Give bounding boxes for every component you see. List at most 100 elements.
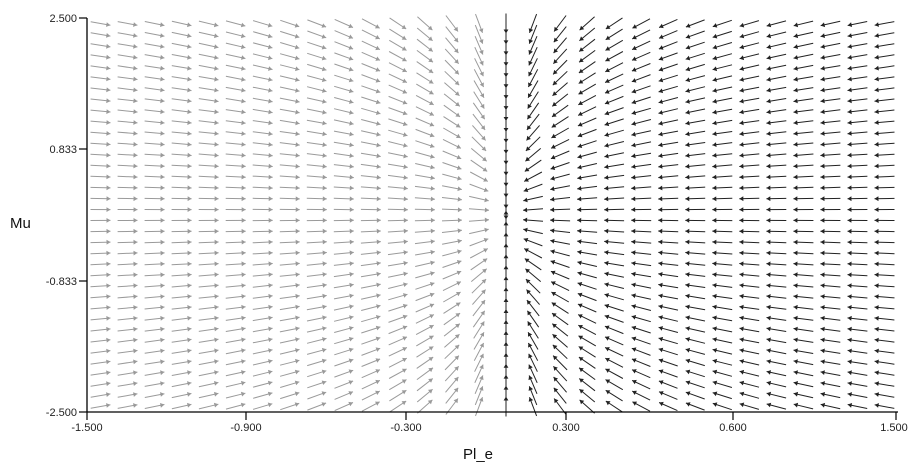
field-arrow	[171, 315, 192, 321]
field-arrow	[658, 239, 679, 245]
field-arrow	[334, 401, 354, 412]
field-arrow	[631, 293, 652, 300]
field-arrow	[874, 43, 895, 49]
field-arrow	[225, 218, 246, 223]
field-arrow	[473, 321, 485, 339]
field-arrow	[443, 312, 461, 326]
vector-field-arrows	[90, 13, 895, 417]
field-arrow	[389, 17, 407, 30]
field-arrow	[117, 228, 138, 234]
field-arrow	[307, 358, 327, 367]
field-arrow	[766, 261, 787, 267]
field-arrow	[631, 218, 652, 223]
field-arrow	[793, 348, 814, 354]
field-arrow	[631, 358, 651, 367]
field-arrow	[874, 250, 895, 256]
field-arrow	[551, 291, 570, 303]
field-arrow	[333, 250, 354, 256]
field-arrow	[171, 370, 192, 376]
field-arrow	[279, 250, 300, 256]
field-arrow	[90, 228, 111, 234]
field-arrow	[874, 65, 895, 71]
field-arrow	[658, 336, 678, 345]
field-arrow	[658, 207, 679, 212]
y-tick-label: -2.500	[46, 407, 77, 419]
field-arrow	[874, 54, 895, 60]
field-arrow	[550, 217, 571, 223]
field-arrow	[472, 102, 486, 120]
field-arrow	[766, 75, 787, 82]
field-arrow	[144, 43, 165, 49]
field-arrow	[90, 239, 111, 245]
field-arrow	[527, 331, 539, 350]
field-arrow	[334, 30, 354, 39]
field-arrow	[279, 293, 300, 299]
field-arrow	[417, 399, 433, 414]
field-arrow	[171, 272, 192, 278]
field-arrow	[577, 260, 598, 267]
field-arrow	[552, 333, 568, 348]
field-arrow	[577, 207, 598, 213]
field-arrow	[604, 207, 625, 212]
field-arrow	[604, 325, 624, 335]
field-arrow	[144, 337, 165, 343]
field-arrow	[847, 283, 868, 289]
field-arrow	[90, 131, 111, 136]
field-arrow	[198, 315, 219, 321]
field-arrow	[550, 281, 570, 292]
field-arrow	[503, 13, 509, 34]
field-arrow	[90, 76, 111, 82]
field-arrow	[171, 402, 192, 410]
field-arrow	[820, 76, 841, 82]
field-arrow	[442, 270, 462, 280]
field-arrow	[117, 239, 138, 245]
field-arrow	[333, 261, 354, 266]
field-arrow	[712, 315, 733, 322]
field-arrow	[793, 239, 814, 245]
x-axis-label: Pl_e	[463, 446, 493, 463]
field-arrow	[445, 376, 459, 393]
field-arrow	[225, 337, 246, 344]
field-arrow	[361, 18, 380, 29]
field-arrow	[874, 131, 895, 136]
field-arrow	[658, 282, 679, 289]
field-arrow	[820, 65, 841, 71]
field-arrow	[739, 250, 760, 256]
field-arrow	[578, 335, 597, 347]
field-arrow	[468, 207, 490, 213]
field-arrow	[526, 310, 540, 328]
field-arrow	[847, 272, 868, 278]
field-arrow	[579, 399, 595, 414]
field-arrow	[578, 61, 596, 74]
field-arrow	[793, 87, 814, 93]
field-arrow	[334, 85, 354, 94]
field-arrow	[766, 337, 787, 344]
field-arrow	[252, 293, 273, 299]
field-arrow	[117, 370, 138, 376]
field-arrow	[117, 381, 138, 387]
field-arrow	[766, 185, 787, 191]
field-arrow	[658, 164, 679, 169]
field-arrow	[685, 86, 706, 93]
field-arrow	[444, 82, 460, 97]
field-arrow	[333, 207, 354, 212]
field-arrow	[525, 278, 541, 294]
field-arrow	[252, 304, 273, 310]
field-arrow	[739, 380, 760, 388]
field-arrow	[252, 120, 273, 126]
field-arrow	[333, 108, 354, 115]
field-arrow	[847, 120, 868, 125]
field-arrow	[442, 138, 462, 149]
field-arrow	[90, 163, 111, 169]
field-arrow	[766, 348, 787, 355]
field-arrow	[117, 196, 138, 202]
field-arrow	[793, 31, 814, 39]
field-arrow	[306, 337, 327, 344]
field-arrow	[604, 174, 625, 180]
field-arrow	[334, 358, 354, 367]
field-arrow	[766, 142, 787, 147]
field-arrow	[579, 16, 595, 31]
field-arrow	[225, 86, 246, 93]
field-arrow	[551, 93, 569, 107]
field-arrow	[252, 315, 273, 322]
